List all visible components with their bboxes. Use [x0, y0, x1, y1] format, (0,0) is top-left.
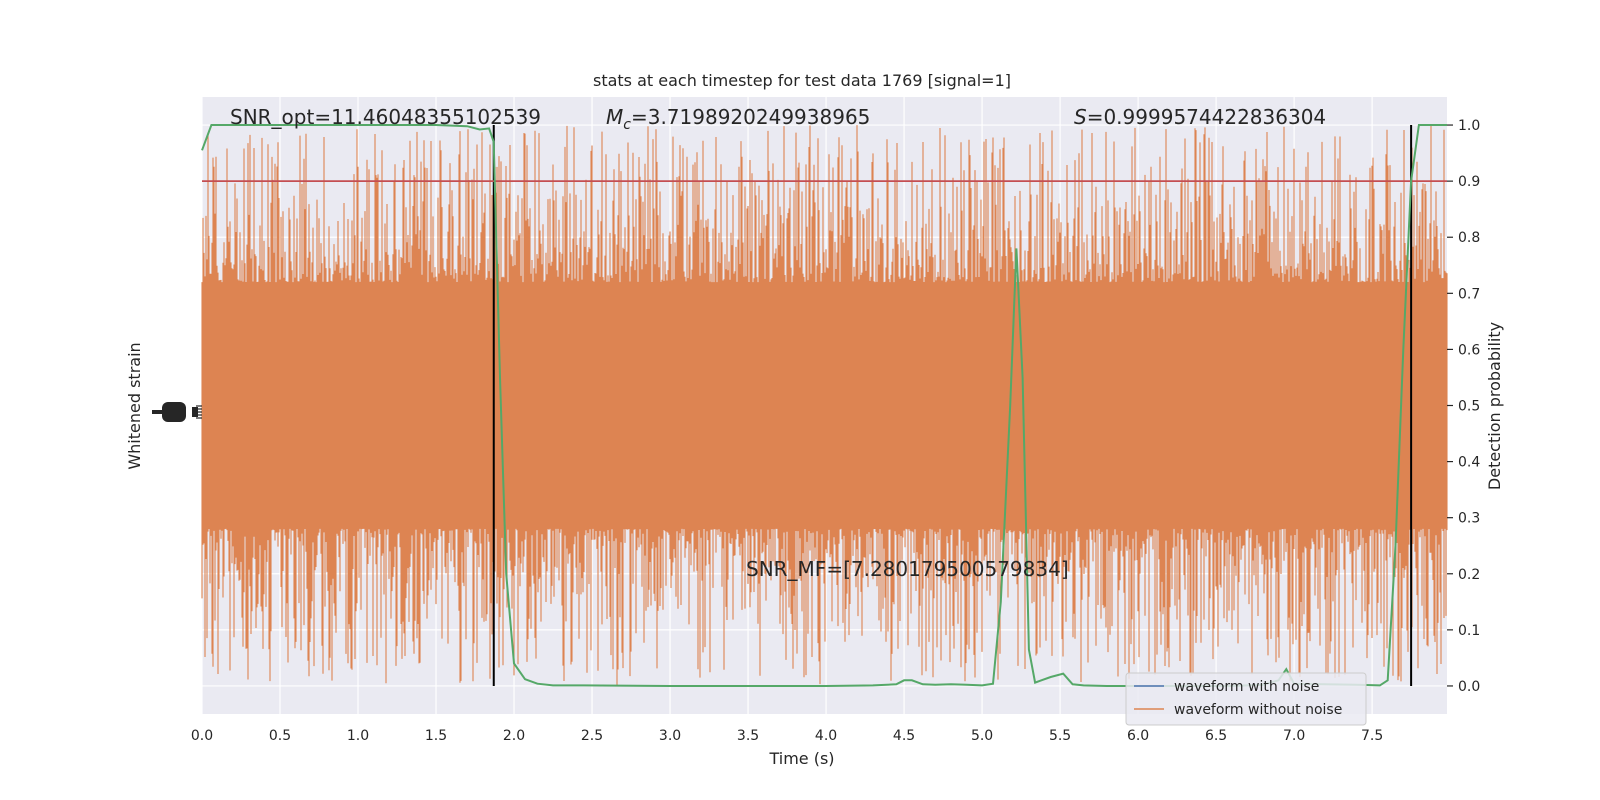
x-tick-label: 1.0 [347, 728, 369, 744]
chirp-mass-symbol: M [606, 105, 623, 129]
waveform-without-noise-series [201, 125, 1448, 686]
snr-mf-annotation: SNR_MF=[7.280179500579834] [746, 557, 1069, 581]
s-symbol: S [1074, 105, 1087, 129]
x-tick-label: 3.0 [659, 728, 681, 744]
x-tick-label: 1.5 [425, 728, 447, 744]
s-annotation: S=0.9999574422836304 [1074, 105, 1326, 129]
snr-opt-annotation: SNR_opt=11.46048355102539 [230, 105, 541, 129]
left-axis-tick-label-dash [152, 410, 164, 414]
x-tick-label: 0.0 [191, 728, 213, 744]
x-tick-label: 4.5 [893, 728, 915, 744]
x-tick-label: 6.5 [1205, 728, 1227, 744]
right-y-tick-label: 0.1 [1458, 623, 1480, 639]
left-y-axis-label: Whitened strain [125, 342, 144, 469]
right-axis-ticks: 0.0 0.1 0.2 0.3 0.4 0.5 0.6 0.7 0.8 0.9 1.0 [1447, 118, 1480, 695]
right-y-tick-label: 0.2 [1458, 567, 1480, 583]
right-y-tick-label: 1.0 [1458, 118, 1480, 134]
waveform-without-noise-line [201, 125, 1448, 686]
chirp-mass-subscript: c [623, 117, 631, 133]
s-value: =0.9999574422836304 [1087, 105, 1326, 129]
event-markers [492, 125, 1413, 686]
legend-label-with-noise: waveform with noise [1174, 679, 1319, 695]
chirp-mass-value: =3.7198920249938965 [631, 105, 870, 129]
x-tick-label: 2.5 [581, 728, 603, 744]
chart-title: stats at each timestep for test data 176… [593, 71, 1011, 90]
legend: waveform with noise waveform without noi… [1125, 672, 1367, 726]
left-axis-tick-label-block [192, 407, 198, 417]
x-tick-label: 2.0 [503, 728, 525, 744]
x-axis-label: Time (s) [768, 749, 834, 768]
legend-box [1125, 672, 1367, 726]
right-y-axis-label: Detection probability [1485, 322, 1504, 490]
legend-label-without-noise: waveform without noise [1174, 702, 1342, 718]
x-tick-label: 7.0 [1283, 728, 1305, 744]
right-y-tick-label: 0.9 [1458, 174, 1480, 190]
left-axis [152, 402, 202, 422]
right-y-tick-label: 0.3 [1458, 511, 1480, 527]
x-tick-label: 5.0 [971, 728, 993, 744]
right-y-tick-label: 0.4 [1458, 455, 1480, 471]
left-axis-tick-label-cluster [162, 402, 186, 422]
chirp-mass-annotation: Mc=3.7198920249938965 [606, 105, 870, 133]
right-y-tick-label: 0.0 [1458, 679, 1480, 695]
x-tick-label: 6.0 [1127, 728, 1149, 744]
x-tick-label: 3.5 [737, 728, 759, 744]
x-axis-ticks: 0.0 0.5 1.0 1.5 2.0 2.5 3.0 3.5 4.0 4.5 5.0 5.5 6.0 6… [191, 728, 1383, 744]
x-tick-label: 7.5 [1361, 728, 1383, 744]
x-tick-label: 5.5 [1049, 728, 1071, 744]
right-y-tick-label: 0.5 [1458, 399, 1480, 415]
right-y-tick-label: 0.7 [1458, 286, 1480, 302]
x-tick-label: 0.5 [269, 728, 291, 744]
right-y-tick-label: 0.6 [1458, 342, 1480, 358]
x-tick-label: 4.0 [815, 728, 837, 744]
right-y-tick-label: 0.8 [1458, 230, 1480, 246]
